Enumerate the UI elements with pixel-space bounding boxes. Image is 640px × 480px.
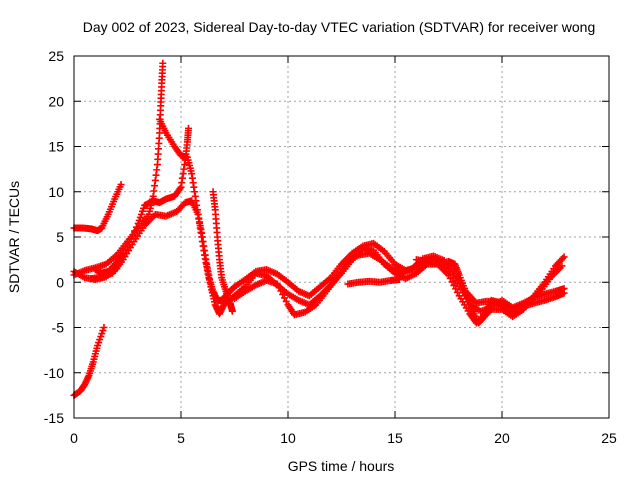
data-point — [129, 231, 137, 239]
data-point — [559, 254, 567, 262]
axis-ticks: 0 5 10 15 20 25 -15 -10 -5 0 5 10 15 20 25 — [44, 48, 617, 446]
series-track-b — [70, 324, 108, 399]
series-track-i — [344, 276, 403, 288]
series-track-j — [412, 253, 568, 327]
x-tick-label: 0 — [70, 430, 78, 446]
x-tick-label: 5 — [177, 430, 185, 446]
series-track-a — [70, 181, 125, 235]
y-tick-label: 5 — [56, 229, 64, 245]
series-track-h — [231, 249, 566, 319]
y-tick-label: 0 — [56, 274, 64, 290]
series-track-c — [70, 59, 167, 279]
data-point — [132, 223, 140, 231]
data-point — [118, 251, 126, 259]
y-tick-label: 10 — [48, 184, 64, 200]
x-axis-label: GPS time / hours — [288, 458, 395, 474]
chart-title: Day 002 of 2023, Sidereal Day-to-day VTE… — [83, 19, 596, 35]
data-point — [119, 249, 127, 257]
data-point — [486, 307, 494, 315]
data-point — [184, 124, 192, 132]
data-point — [558, 262, 566, 270]
series-track-k — [91, 249, 127, 277]
data-point — [100, 324, 108, 331]
y-tick-label: -15 — [44, 410, 64, 426]
data-point — [395, 276, 403, 284]
y-axis-label: SDTVAR / TECUs — [6, 181, 22, 293]
y-tick-label: -10 — [44, 365, 64, 381]
y-tick-label: 20 — [48, 93, 64, 109]
y-tick-label: 25 — [48, 48, 64, 64]
data-point — [560, 285, 568, 293]
data-point — [176, 185, 184, 193]
x-tick-label: 20 — [494, 430, 510, 446]
data-point — [131, 227, 139, 235]
data-point — [117, 181, 125, 189]
data-point — [159, 59, 167, 67]
y-tick-label: -5 — [52, 320, 65, 336]
x-tick-label: 25 — [601, 430, 617, 446]
x-tick-label: 10 — [280, 430, 296, 446]
data-point — [228, 307, 236, 315]
data-points — [70, 59, 568, 399]
data-point — [560, 253, 568, 261]
series-track-g — [209, 188, 236, 315]
y-tick-label: 15 — [48, 139, 64, 155]
grid — [74, 56, 609, 418]
x-tick-label: 15 — [387, 430, 403, 446]
